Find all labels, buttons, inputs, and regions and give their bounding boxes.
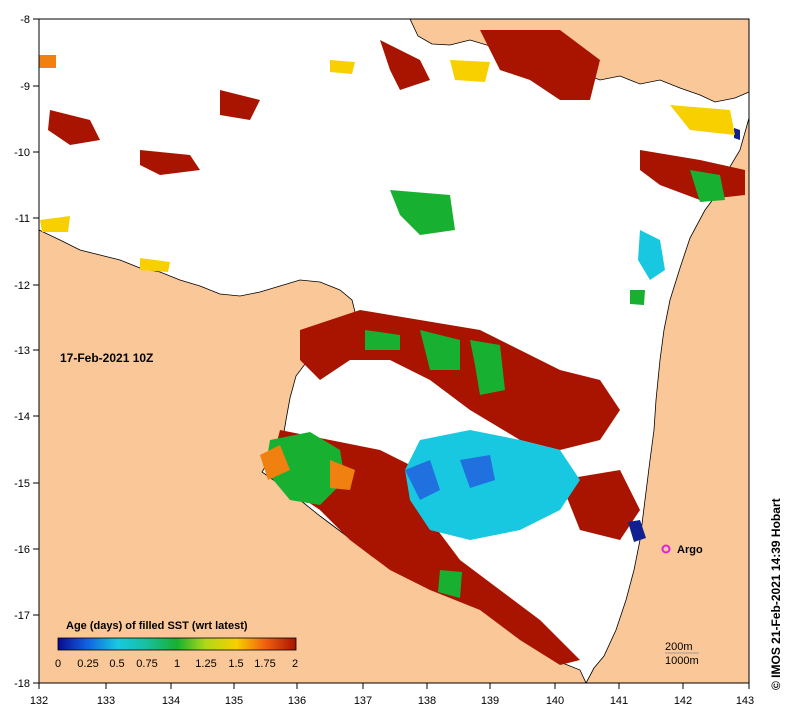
- map-frame: [38, 18, 750, 684]
- legend-tick: 0: [55, 658, 61, 670]
- lon-tick-label: 139: [481, 695, 499, 707]
- lon-tick-label: 134: [162, 695, 180, 707]
- lon-tick-label: 137: [354, 695, 372, 707]
- legend-tick: 1: [174, 658, 180, 670]
- date-label: 17-Feb-2021 10Z: [60, 351, 153, 365]
- legend-tick: 0.75: [136, 658, 157, 670]
- legend: Age (days) of filled SST (wrt latest) 0 …: [55, 620, 298, 670]
- lon-axis: 132 133 134 135 136 137 138 139 140 141 …: [30, 683, 754, 707]
- argo-label: Argo: [677, 544, 703, 556]
- sst-age-blue: [405, 455, 495, 500]
- legend-colorbar: [57, 637, 297, 651]
- lat-axis: -8 -9 -10 -11 -12 -13 -14 -15 -16 -17 -1…: [14, 14, 39, 690]
- lat-tick-label: -18: [14, 678, 30, 690]
- lon-tick-label: 141: [610, 695, 628, 707]
- contour-legend: 200m 1000m: [665, 641, 699, 667]
- lon-tick-label: 142: [674, 695, 692, 707]
- legend-tick: 0.25: [77, 658, 98, 670]
- land-cape-york: [585, 117, 750, 684]
- lon-tick-label: 133: [97, 695, 115, 707]
- legend-tick: 1.75: [254, 658, 275, 670]
- lat-tick-label: -17: [14, 610, 30, 622]
- lat-tick-label: -15: [14, 478, 30, 490]
- lon-tick-label: 138: [418, 695, 436, 707]
- contour-200m-label: 200m: [665, 641, 693, 653]
- legend-tick: 0.5: [109, 658, 124, 670]
- legend-tick: 1.5: [228, 658, 243, 670]
- credit-label: © IMOS 21-Feb-2021 14:39 Hobart: [769, 498, 783, 690]
- lat-tick-label: -11: [15, 213, 30, 225]
- lat-tick-label: -8: [20, 14, 30, 26]
- lon-tick-label: 132: [30, 695, 48, 707]
- lat-tick-label: -10: [14, 147, 30, 159]
- legend-tick: 1.25: [195, 658, 216, 670]
- lon-tick-label: 135: [225, 695, 243, 707]
- legend-tick: 2: [292, 658, 298, 670]
- contour-1000m-label: 1000m: [665, 655, 699, 667]
- lat-tick-label: -12: [14, 280, 30, 292]
- lat-tick-label: -13: [14, 345, 30, 357]
- argo-marker: Argo: [661, 544, 703, 556]
- lon-tick-label: 136: [288, 695, 306, 707]
- sst-age-darkblue: [628, 128, 740, 542]
- sst-age-low: [405, 230, 665, 540]
- lat-tick-label: -9: [20, 81, 30, 93]
- lat-tick-label: -16: [14, 544, 30, 556]
- lat-tick-label: -14: [14, 411, 30, 423]
- sst-age-mid: [265, 170, 725, 598]
- sst-age-yellow: [40, 60, 735, 272]
- argo-icon: [661, 544, 671, 554]
- lon-tick-label: 140: [546, 695, 564, 707]
- lon-tick-label: 143: [736, 695, 754, 707]
- legend-title: Age (days) of filled SST (wrt latest): [66, 620, 248, 632]
- sst-age-orange: [39, 55, 355, 490]
